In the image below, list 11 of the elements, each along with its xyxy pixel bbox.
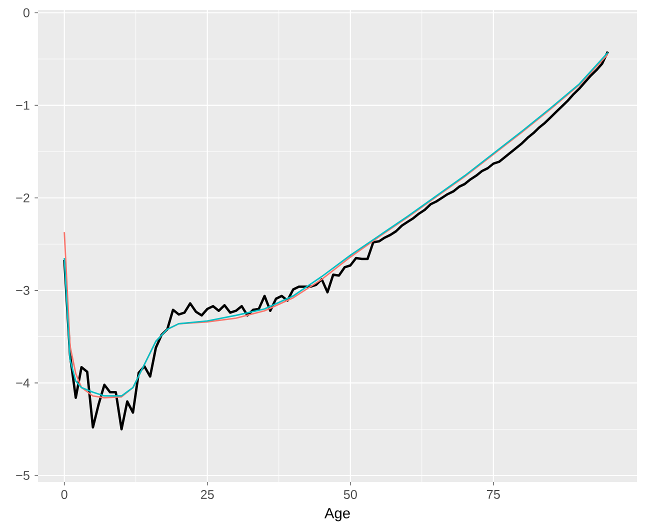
y-tick-label: 0: [23, 8, 30, 18]
y-tick-label: −1: [16, 100, 30, 110]
y-tick-label: −4: [16, 378, 30, 388]
x-tick-label: 50: [344, 490, 357, 499]
x-tick-label: 0: [61, 490, 68, 499]
y-tick-label: −3: [16, 286, 30, 295]
x-axis-title: Age: [324, 508, 350, 522]
y-tick-label: −5: [16, 471, 30, 480]
x-tick-label: 25: [200, 490, 214, 499]
x-tick-label: 75: [487, 490, 500, 499]
y-tick-label: −2: [16, 193, 30, 202]
